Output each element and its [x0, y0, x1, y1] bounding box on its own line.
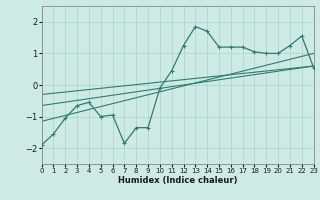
X-axis label: Humidex (Indice chaleur): Humidex (Indice chaleur) — [118, 176, 237, 185]
